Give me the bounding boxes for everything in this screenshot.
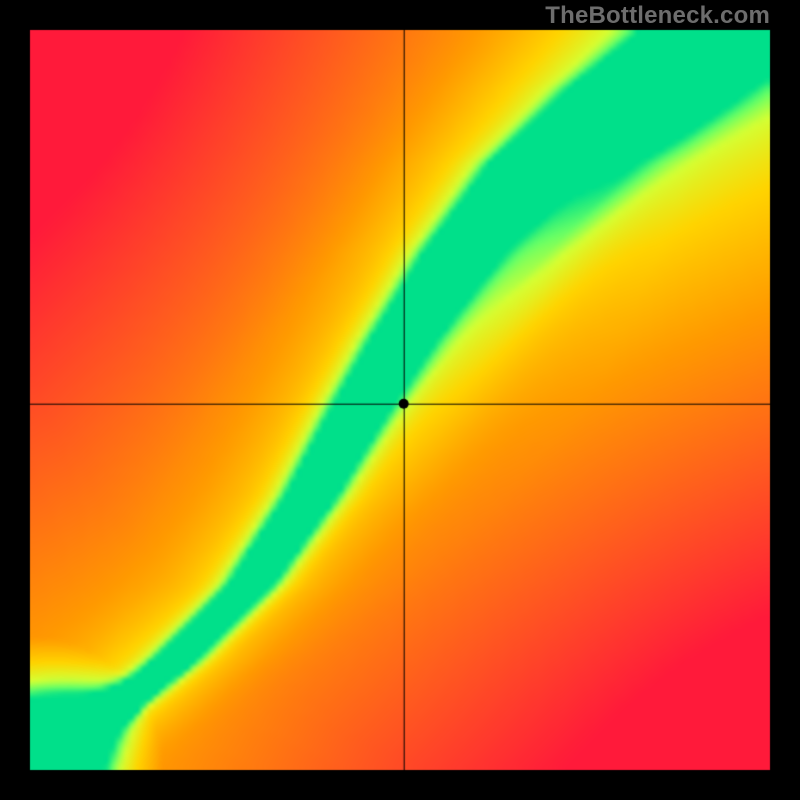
watermark-text: TheBottleneck.com bbox=[545, 2, 770, 30]
heatmap-canvas bbox=[0, 0, 800, 800]
stage: TheBottleneck.com bbox=[0, 0, 800, 800]
